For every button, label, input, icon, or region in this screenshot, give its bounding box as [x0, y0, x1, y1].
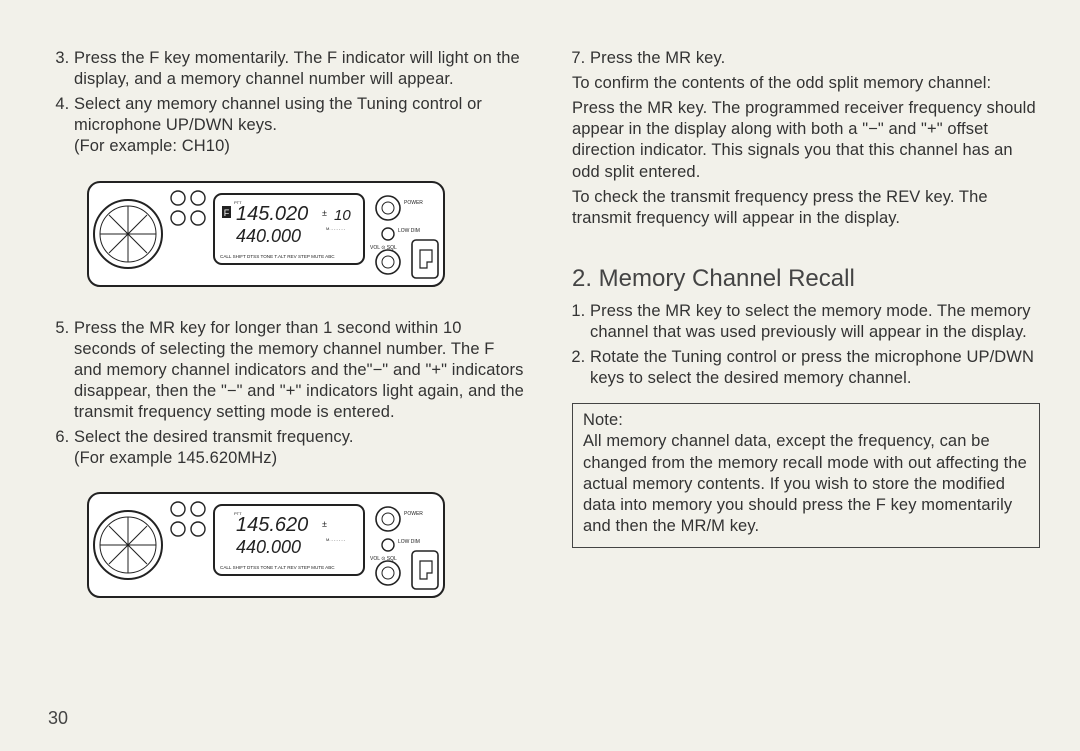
radio-diagram-icon: PTT 145.620 ± 440.000 M. - - - - - - CAL…: [86, 487, 446, 607]
radio-figure-2: PTT 145.620 ± 440.000 M. - - - - - - CAL…: [86, 487, 446, 607]
svg-text:±: ±: [322, 208, 327, 218]
note-body: All memory channel data, except the freq…: [583, 431, 1029, 537]
lcd-labels-1: CALL SHIFT DTSS TONE T.ALT REV STEP MUTE…: [220, 254, 335, 259]
svg-text:M. - - - - - -: M. - - - - - -: [326, 226, 346, 231]
svg-text:VOL ⊙ SQL: VOL ⊙ SQL: [370, 245, 397, 251]
lcd-labels-2: CALL SHIFT DTSS TONE T.ALT REV STEP MUTE…: [220, 565, 335, 570]
sub-freq-2: 440.000: [236, 537, 301, 557]
confirm-body-2: To check the transmit frequency press th…: [572, 187, 1040, 229]
confirm-body-1: Press the MR key. The programmed receive…: [572, 98, 1040, 182]
svg-text:POWER: POWER: [404, 511, 423, 517]
step-6: Select the desired transmit frequency. (…: [74, 427, 524, 469]
section2-list: Press the MR key to select the memory mo…: [572, 301, 1040, 389]
step-4: Select any memory channel using the Tuni…: [74, 94, 524, 157]
page-number: 30: [48, 708, 68, 729]
step-7: Press the MR key.: [590, 48, 1040, 69]
right-column: Press the MR key. To confirm the content…: [572, 48, 1040, 721]
main-freq-2: 145.620: [236, 514, 308, 536]
radio-diagram-icon: F 145.020 ± 10 440.000 PTT M. - - - - - …: [86, 176, 446, 296]
step-5: Press the MR key for longer than 1 secon…: [74, 318, 524, 424]
channel-num-1: 10: [334, 207, 351, 224]
left-ordered-list: Press the F key momentarily. The F indic…: [56, 48, 524, 158]
svg-text:PTT: PTT: [234, 200, 242, 205]
recall-step-2: Rotate the Tuning control or press the m…: [590, 347, 1040, 389]
left-ordered-list-2: Press the MR key for longer than 1 secon…: [56, 318, 524, 470]
section-heading-memory-recall: 2. Memory Channel Recall: [572, 265, 1040, 293]
step-3: Press the F key momentarily. The F indic…: [74, 48, 524, 90]
svg-text:POWER: POWER: [404, 200, 423, 206]
svg-text:±: ±: [322, 519, 327, 529]
right-ordered-list: Press the MR key.: [572, 48, 1040, 69]
svg-text:LOW DIM: LOW DIM: [398, 539, 420, 545]
two-column-layout: Press the F key momentarily. The F indic…: [56, 48, 1040, 721]
note-title: Note:: [583, 410, 1029, 431]
svg-text:VOL ⊙ SQL: VOL ⊙ SQL: [370, 556, 397, 562]
svg-text:M. - - - - - -: M. - - - - - -: [326, 537, 346, 542]
svg-text:LOW DIM: LOW DIM: [398, 228, 420, 234]
left-column: Press the F key momentarily. The F indic…: [56, 48, 524, 721]
f-indicator: F: [224, 208, 230, 218]
radio-figure-1: F 145.020 ± 10 440.000 PTT M. - - - - - …: [86, 176, 446, 296]
note-box: Note: All memory channel data, except th…: [572, 403, 1040, 548]
manual-page: Press the F key momentarily. The F indic…: [0, 0, 1080, 751]
sub-freq-1: 440.000: [236, 226, 301, 246]
confirm-intro: To confirm the contents of the odd split…: [572, 73, 1040, 94]
main-freq-1: 145.020: [236, 203, 308, 225]
recall-step-1: Press the MR key to select the memory mo…: [590, 301, 1040, 343]
